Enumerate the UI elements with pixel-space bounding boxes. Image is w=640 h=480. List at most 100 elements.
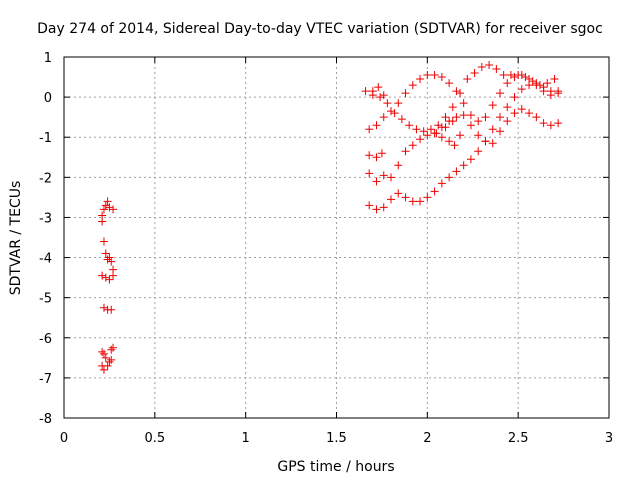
grid-lines	[64, 57, 609, 418]
data-point	[488, 101, 497, 110]
data-point	[401, 89, 410, 98]
data-point	[452, 113, 461, 122]
x-tick-label: 1	[242, 431, 250, 446]
data-point	[365, 201, 374, 210]
data-point	[98, 347, 107, 356]
series-track-B	[365, 105, 563, 186]
data-point	[377, 149, 386, 158]
data-point	[445, 137, 454, 146]
x-axis-label: GPS time / hours	[277, 459, 394, 475]
data-point	[368, 87, 377, 96]
data-point	[496, 127, 504, 136]
y-tick-label: -8	[39, 412, 52, 427]
y-tick-label: -7	[39, 372, 52, 387]
data-point	[372, 177, 381, 186]
data-point	[379, 91, 388, 100]
data-point	[488, 125, 497, 134]
data-point	[365, 125, 374, 134]
data-point	[379, 203, 388, 212]
data-point	[416, 75, 425, 84]
y-tick-label: -6	[39, 332, 52, 347]
data-point	[99, 205, 108, 214]
data-point	[550, 75, 559, 84]
data-point	[426, 125, 435, 134]
y-tick-label: -2	[39, 171, 52, 186]
data-point	[372, 121, 381, 130]
data-point	[109, 271, 118, 280]
data-point	[539, 87, 548, 96]
data-point	[107, 305, 116, 314]
data-point	[405, 121, 414, 130]
data-point	[416, 135, 425, 144]
data-point	[474, 117, 483, 126]
data-point	[107, 355, 116, 364]
data-point	[374, 83, 383, 92]
data-point	[101, 249, 110, 258]
data-point	[416, 197, 425, 206]
data-point	[105, 275, 114, 284]
data-point	[510, 109, 519, 118]
data-point	[101, 353, 110, 362]
data-point	[503, 79, 512, 88]
data-point	[535, 81, 544, 90]
y-tick-label: -4	[39, 252, 52, 267]
x-tick-label: 1.5	[326, 431, 347, 446]
data-point	[546, 91, 555, 100]
data-point	[430, 71, 439, 80]
data-point	[99, 349, 108, 358]
x-tick-label: 2.5	[508, 431, 529, 446]
data-point	[503, 117, 512, 126]
data-point	[517, 85, 526, 94]
data-point	[466, 121, 475, 130]
data-point	[98, 271, 107, 280]
data-point	[517, 105, 526, 114]
data-point	[481, 137, 490, 146]
data-point	[99, 365, 108, 374]
data-point	[450, 141, 459, 150]
data-point	[387, 195, 395, 204]
data-point	[488, 139, 497, 148]
chart-title: Day 274 of 2014, Sidereal Day-to-day VTE…	[37, 21, 603, 37]
data-point	[477, 63, 486, 72]
data-point	[452, 87, 461, 96]
data-point	[459, 99, 468, 108]
data-point	[463, 75, 472, 84]
data-point	[474, 147, 483, 156]
data-point	[401, 193, 410, 202]
series-mid-scatter	[365, 83, 465, 162]
data-point	[430, 187, 439, 196]
data-point	[466, 111, 475, 120]
data-point	[103, 361, 112, 370]
data-point	[525, 109, 534, 118]
data-point	[521, 73, 530, 82]
data-point	[514, 71, 523, 80]
data-point	[543, 79, 552, 88]
data-point	[445, 173, 454, 182]
y-tick-label: 1	[44, 51, 52, 66]
data-point	[496, 113, 504, 122]
data-point	[506, 71, 515, 80]
data-point	[539, 119, 548, 128]
plot-frame	[63, 56, 610, 419]
data-point	[554, 87, 563, 96]
data-point	[485, 61, 494, 70]
data-point	[474, 131, 483, 140]
data-point	[459, 111, 468, 120]
data-point	[499, 71, 508, 80]
data-point	[408, 81, 417, 90]
x-tick-label: 2	[423, 431, 431, 446]
data-point	[481, 113, 490, 122]
data-point	[554, 119, 563, 128]
series-track-D	[361, 61, 559, 136]
x-tick-labels: 0 0.5 1 1.5 2 2.5 3	[60, 431, 613, 446]
data-point	[99, 237, 108, 246]
y-tick-label: -5	[39, 292, 52, 307]
y-axis-label: SDTVAR / TECUs	[8, 181, 24, 296]
data-point	[408, 141, 417, 150]
data-point	[383, 99, 392, 108]
series-early-cluster	[98, 197, 118, 374]
y-tick-label: 0	[44, 91, 52, 106]
data-point	[448, 103, 457, 112]
data-point	[99, 303, 108, 312]
